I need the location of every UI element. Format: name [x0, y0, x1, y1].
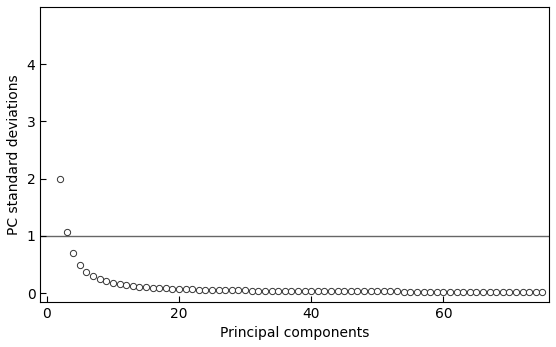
Point	[432, 289, 441, 294]
Point	[82, 269, 91, 274]
Point	[241, 288, 250, 293]
Point	[512, 289, 520, 295]
Point	[148, 285, 157, 290]
Point	[386, 289, 395, 294]
Point	[406, 289, 415, 294]
Point	[340, 288, 349, 294]
Point	[326, 288, 335, 294]
Point	[300, 288, 309, 294]
Point	[56, 176, 64, 181]
Point	[76, 262, 85, 268]
Point	[538, 289, 547, 295]
Point	[353, 289, 362, 294]
Point	[135, 284, 144, 289]
Point	[115, 281, 124, 287]
Point	[393, 289, 401, 294]
Point	[287, 288, 296, 294]
Point	[267, 288, 276, 294]
Point	[95, 276, 104, 282]
Point	[207, 287, 216, 293]
Point	[373, 289, 382, 294]
Point	[379, 289, 388, 294]
Point	[195, 287, 203, 293]
Point	[445, 289, 454, 294]
Point	[479, 289, 488, 295]
Point	[128, 283, 137, 289]
Y-axis label: PC standard deviations: PC standard deviations	[7, 74, 21, 235]
Point	[142, 285, 151, 290]
Point	[532, 289, 540, 295]
Point	[320, 288, 329, 294]
Point	[307, 288, 316, 294]
Point	[426, 289, 435, 294]
X-axis label: Principal components: Principal components	[220, 326, 369, 340]
Point	[492, 289, 500, 295]
Point	[155, 285, 163, 291]
Point	[459, 289, 468, 295]
Point	[419, 289, 428, 294]
Point	[280, 288, 289, 294]
Point	[465, 289, 474, 295]
Point	[181, 287, 190, 292]
Point	[333, 288, 342, 294]
Point	[260, 288, 269, 294]
Point	[69, 251, 78, 256]
Point	[161, 286, 170, 291]
Point	[439, 289, 448, 294]
Point	[413, 289, 421, 294]
Point	[221, 287, 230, 293]
Point	[472, 289, 481, 295]
Point	[102, 278, 111, 284]
Point	[485, 289, 494, 295]
Point	[201, 287, 210, 293]
Point	[346, 289, 355, 294]
Point	[498, 289, 507, 295]
Point	[108, 280, 117, 286]
Point	[214, 287, 223, 293]
Point	[254, 288, 263, 294]
Point	[168, 286, 177, 291]
Point	[452, 289, 461, 294]
Point	[525, 289, 534, 295]
Point	[314, 288, 322, 294]
Point	[175, 286, 183, 292]
Point	[518, 289, 527, 295]
Point	[247, 288, 256, 293]
Point	[188, 287, 197, 292]
Point	[122, 282, 131, 288]
Point	[294, 288, 302, 294]
Point	[234, 288, 243, 293]
Point	[227, 288, 236, 293]
Point	[62, 229, 71, 235]
Point	[366, 289, 375, 294]
Point	[88, 273, 97, 279]
Point	[274, 288, 282, 294]
Point	[505, 289, 514, 295]
Point	[360, 289, 369, 294]
Point	[399, 289, 408, 294]
